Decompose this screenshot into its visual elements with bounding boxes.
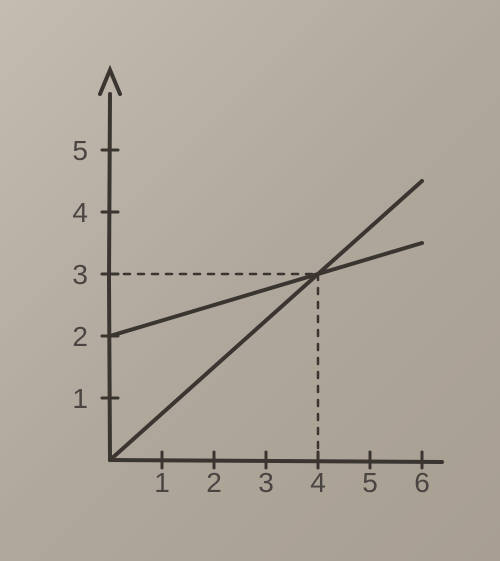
y-tick-label: 3 [72,259,88,290]
y-tick-label: 2 [72,321,88,352]
line-chart: 1 2 3 4 5 6 1 2 3 4 5 [50,60,450,500]
x-tick-label: 1 [154,467,170,498]
x-tick-label: 3 [258,467,274,498]
y-tick-label: 4 [72,197,88,228]
x-tick-label: 4 [310,467,326,498]
x-tick-label: 5 [362,467,378,498]
y-tick-label: 5 [72,135,88,166]
x-tick-label: 2 [206,467,222,498]
x-tick-label: 6 [414,467,430,498]
y-tick-label: 1 [72,383,88,414]
y-axis-arrow-icon [100,70,120,94]
x-axis [110,460,442,462]
chart-svg: 1 2 3 4 5 6 1 2 3 4 5 [50,60,450,500]
